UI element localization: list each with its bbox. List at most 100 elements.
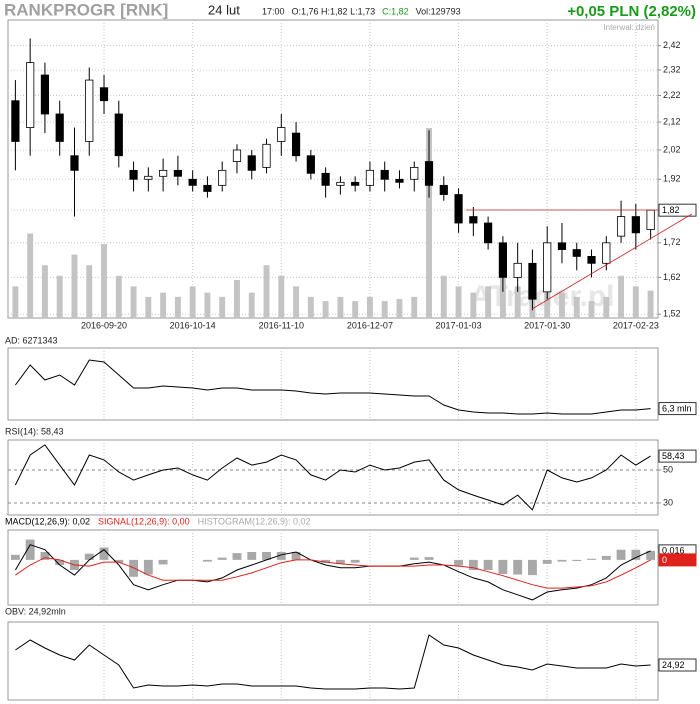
last-value-label: 0 <box>662 555 667 565</box>
volume-bar <box>440 275 447 318</box>
candle-body <box>646 209 655 230</box>
volume-bar <box>485 286 492 318</box>
histogram-bar <box>40 551 50 560</box>
volume-bar <box>352 301 359 318</box>
x-tick-label: 2017-01-30 <box>524 320 570 330</box>
volume-bar <box>278 275 285 318</box>
support-trendline <box>531 213 693 310</box>
candle-body <box>70 155 79 171</box>
volume-bar <box>293 286 300 318</box>
indicator-line <box>14 444 651 511</box>
histogram-bar <box>350 559 360 563</box>
candle-body <box>602 242 611 264</box>
last-value-label: 6,3 mln <box>662 403 692 413</box>
volume-bar <box>603 296 610 318</box>
volume-bar <box>499 275 506 318</box>
last-value-box <box>658 449 697 463</box>
volume-bar <box>632 286 639 318</box>
legend-entry: MACD(12,26,9): 0,02 <box>5 516 90 526</box>
panel-frame <box>7 621 659 701</box>
last-value-box <box>658 402 697 416</box>
candle-body <box>277 127 286 142</box>
volume-bar <box>455 286 462 318</box>
volume-bar <box>337 296 344 318</box>
y-tick-label: 1,52 <box>663 309 681 319</box>
candle-body <box>454 194 463 224</box>
candle-body <box>557 242 567 250</box>
volume-bar <box>56 275 63 318</box>
volume-bar <box>145 296 152 318</box>
histogram-bar <box>513 559 523 575</box>
volume-bar <box>71 254 78 318</box>
legend-entry: SIGNAL(12,26,9): 0,00 <box>98 516 190 526</box>
last-value-box <box>658 658 697 672</box>
candle-body <box>469 216 478 224</box>
indicator-line <box>15 557 651 589</box>
candle-body <box>262 143 271 168</box>
volume-bar <box>130 286 137 318</box>
last-value-box <box>658 203 697 217</box>
histogram-bar <box>454 559 463 566</box>
histogram-bar <box>483 559 493 571</box>
histogram-bar <box>232 553 242 560</box>
histogram-bar <box>321 559 331 563</box>
histogram-bar <box>335 559 345 564</box>
histogram-bar <box>646 550 656 560</box>
interval-label: Interwał: dzień <box>603 23 655 32</box>
volume-bar <box>160 292 167 318</box>
candle-body <box>291 132 301 157</box>
histogram-bar <box>572 559 582 562</box>
histogram-bar <box>99 547 109 560</box>
histogram-bar <box>25 539 35 560</box>
candle-body <box>114 113 123 157</box>
quote-volume: Vol:129793 <box>416 6 461 16</box>
instrument-name: RANKPROGR [RNK] <box>4 0 168 19</box>
candle-body <box>587 256 596 264</box>
candle-body <box>40 74 50 115</box>
histogram-bar <box>291 551 301 560</box>
quote-date: 24 lut <box>208 2 240 17</box>
volume-bar <box>204 292 211 318</box>
candle-body <box>528 262 537 300</box>
last-value-label: 1,82 <box>662 205 680 215</box>
panel-title: RSI(14): 58,43 <box>5 426 64 436</box>
indicator-line <box>14 544 651 601</box>
y-tick-label: 1,62 <box>663 272 681 282</box>
histogram-bar <box>601 555 611 560</box>
quote-close: C:1,82 <box>382 6 409 16</box>
volume-bar <box>618 275 625 318</box>
volume-bar <box>219 296 226 318</box>
volume-bar <box>588 301 595 318</box>
volume-bar <box>174 296 181 318</box>
candle-body <box>129 169 138 180</box>
indicator-line <box>14 359 651 415</box>
volume-bar <box>322 301 329 318</box>
histogram-bar <box>55 559 65 565</box>
histogram-bar <box>262 551 271 560</box>
x-tick-label: 2017-01-03 <box>436 320 482 330</box>
histogram-bar <box>468 559 478 571</box>
volume-bar <box>115 275 122 318</box>
volume-bar <box>559 292 565 318</box>
histogram-bar <box>276 551 286 560</box>
histogram-bar <box>616 549 626 560</box>
x-tick-label: 2016-10-14 <box>170 320 216 330</box>
histogram-bar <box>498 559 508 574</box>
x-tick-label: 2016-12-07 <box>347 320 393 330</box>
candle-body <box>616 216 626 237</box>
candle-body <box>99 87 109 102</box>
y-tick-label: 2,12 <box>663 116 681 126</box>
candle-body <box>498 242 507 278</box>
candle-body <box>203 184 212 192</box>
histogram-bar <box>10 554 20 560</box>
candle-body <box>85 79 94 142</box>
volume-bar <box>263 265 270 318</box>
candle-body <box>424 161 434 186</box>
last-value-label: 58,43 <box>662 451 685 461</box>
y-tick-label: 2,22 <box>663 90 681 100</box>
histogram-bar <box>528 559 537 576</box>
candle-body <box>321 172 330 186</box>
candle-body <box>232 149 242 162</box>
histogram-bar <box>114 559 124 563</box>
